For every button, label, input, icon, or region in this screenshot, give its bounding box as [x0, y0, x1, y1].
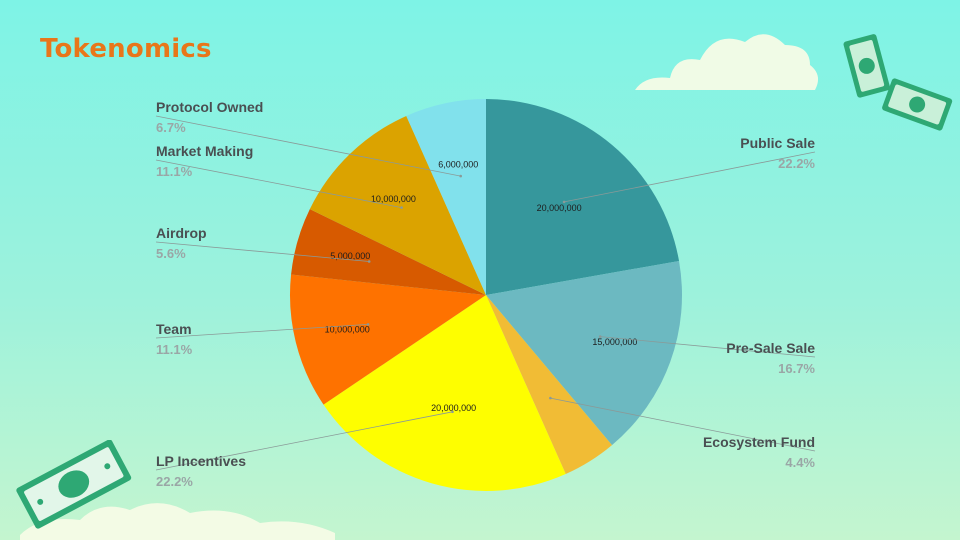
legend-percent-protocol-owned: 6.7%: [156, 120, 186, 135]
leader-line: [564, 151, 816, 203]
pie-slice-protocol-owned: [406, 99, 486, 295]
cloud-icon: [20, 503, 335, 540]
pie-slice-market-making: [309, 115, 486, 295]
pie-slice-airdrop: [291, 209, 486, 295]
legend-label-pre-sale-sale: Pre-Sale Sale: [726, 340, 815, 356]
slice-value-label: 6,000,000: [438, 160, 478, 170]
page-title: Tokenomics: [40, 34, 212, 64]
cloud-icon: [635, 34, 819, 90]
leader-line: [155, 324, 369, 339]
legend-percent-ecosystem-fund: 4.4%: [785, 455, 815, 470]
legend-percent-public-sale: 22.2%: [778, 156, 815, 171]
slice-value-label: 20,000,000: [431, 403, 476, 413]
legend-label-ecosystem-fund: Ecosystem Fund: [703, 434, 815, 450]
money-bill-icon: [843, 34, 953, 131]
pie-slice-ecosystem-fund: [486, 295, 612, 475]
legend-percent-market-making: 11.1%: [156, 164, 193, 179]
slice-value-label: 10,000,000: [325, 325, 370, 335]
leader-dot: [562, 200, 566, 204]
legend-label-public-sale: Public Sale: [740, 135, 815, 151]
leader-dot: [400, 206, 403, 209]
slice-value-label: 10,000,000: [371, 194, 416, 204]
legend-label-airdrop: Airdrop: [156, 225, 207, 241]
leader-dot: [367, 260, 371, 263]
leader-line: [155, 241, 370, 262]
legend-percent-airdrop: 5.6%: [156, 246, 186, 261]
leader-line: [155, 159, 402, 208]
leader-dot: [366, 323, 370, 326]
leader-dot: [459, 174, 463, 178]
money-bill-icon: [16, 440, 132, 529]
leader-line: [155, 115, 461, 177]
leader-line: [550, 397, 816, 452]
legend-label-protocol-owned: Protocol Owned: [156, 99, 263, 115]
legend-label-lp-incentives: LP Incentives: [156, 453, 246, 469]
pie-slice-team: [289, 274, 486, 405]
pie-slice-lp-incentives: [323, 295, 566, 491]
slice-value-label: 15,000,000: [592, 337, 637, 347]
pie-slice-public-sale: [486, 99, 680, 295]
legend-label-team: Team: [156, 321, 192, 337]
legend-percent-pre-sale-sale: 16.7%: [778, 361, 815, 376]
pie-slice-pre-sale-sale: [486, 260, 682, 446]
slice-value-label: 20,000,000: [537, 203, 582, 213]
slice-value-label: 5,000,000: [330, 251, 370, 261]
leader-dot: [549, 396, 552, 400]
legend-percent-lp-incentives: 22.2%: [156, 474, 193, 489]
legend-label-market-making: Market Making: [156, 143, 253, 159]
leader-dot: [598, 335, 602, 338]
leader-dot: [451, 410, 454, 414]
leader-line: [155, 411, 453, 471]
legend-percent-team: 11.1%: [156, 342, 193, 357]
leader-line: [600, 336, 816, 358]
